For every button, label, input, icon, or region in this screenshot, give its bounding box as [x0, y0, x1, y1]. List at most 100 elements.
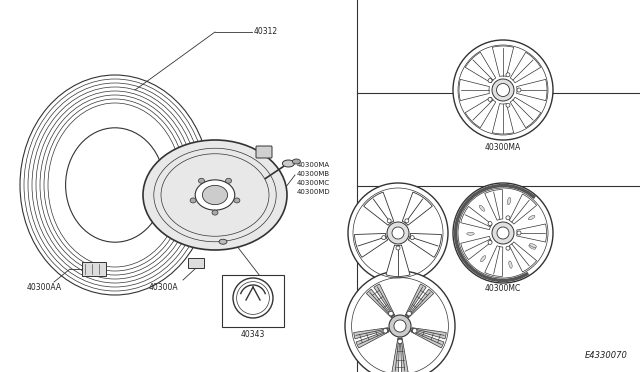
Circle shape: [392, 227, 404, 239]
Polygon shape: [408, 234, 442, 257]
Ellipse shape: [467, 232, 474, 235]
Ellipse shape: [212, 210, 218, 215]
Circle shape: [492, 79, 514, 101]
Circle shape: [345, 271, 455, 372]
Text: 40300MB: 40300MB: [380, 284, 416, 293]
Ellipse shape: [225, 178, 232, 183]
Text: 40300MA: 40300MA: [485, 143, 521, 152]
Polygon shape: [509, 194, 536, 224]
Circle shape: [387, 219, 391, 223]
Circle shape: [517, 231, 521, 235]
Polygon shape: [509, 242, 536, 272]
Circle shape: [453, 183, 553, 283]
Circle shape: [506, 246, 510, 250]
Text: 40300MC: 40300MC: [485, 284, 521, 293]
Ellipse shape: [219, 239, 227, 244]
Ellipse shape: [529, 244, 536, 247]
Ellipse shape: [292, 159, 300, 164]
Circle shape: [388, 311, 393, 316]
Circle shape: [396, 246, 400, 250]
Circle shape: [517, 88, 521, 92]
Circle shape: [381, 235, 386, 240]
Circle shape: [488, 97, 492, 102]
Ellipse shape: [528, 215, 535, 220]
Polygon shape: [412, 328, 446, 339]
Text: 40300MD: 40300MD: [297, 189, 331, 195]
Ellipse shape: [509, 261, 512, 268]
Polygon shape: [516, 224, 547, 242]
Circle shape: [506, 73, 510, 77]
Circle shape: [506, 103, 510, 107]
Circle shape: [348, 183, 448, 283]
Polygon shape: [408, 289, 434, 318]
Polygon shape: [405, 284, 426, 316]
Circle shape: [389, 315, 411, 337]
Ellipse shape: [202, 185, 228, 205]
Polygon shape: [492, 103, 514, 134]
Ellipse shape: [529, 245, 536, 249]
Circle shape: [383, 328, 388, 333]
Polygon shape: [374, 284, 395, 316]
Polygon shape: [465, 52, 496, 83]
Polygon shape: [465, 97, 496, 128]
Circle shape: [492, 222, 514, 244]
Polygon shape: [461, 206, 492, 230]
Bar: [82, 262, 106, 276]
Text: 40300A: 40300A: [148, 283, 178, 292]
Polygon shape: [364, 192, 394, 225]
Ellipse shape: [195, 180, 235, 210]
Polygon shape: [459, 79, 490, 101]
Circle shape: [394, 320, 406, 332]
Bar: [188, 258, 204, 268]
Polygon shape: [366, 289, 392, 318]
Text: 40300AA: 40300AA: [27, 282, 62, 292]
Polygon shape: [403, 192, 432, 225]
Ellipse shape: [190, 198, 196, 203]
Circle shape: [497, 227, 509, 239]
Text: SEC.253
(40700M): SEC.253 (40700M): [196, 141, 230, 155]
Ellipse shape: [65, 128, 164, 242]
Text: 40300MB: 40300MB: [297, 171, 330, 177]
Circle shape: [506, 216, 510, 220]
Circle shape: [387, 222, 409, 244]
Text: 40343: 40343: [241, 330, 265, 339]
Text: 40300MC: 40300MC: [297, 180, 330, 186]
Text: 40310A: 40310A: [180, 203, 210, 212]
Polygon shape: [516, 79, 547, 101]
Ellipse shape: [282, 160, 294, 167]
Ellipse shape: [143, 140, 287, 250]
Circle shape: [488, 78, 492, 83]
Polygon shape: [356, 330, 389, 348]
Text: E4330070: E4330070: [585, 351, 628, 360]
Polygon shape: [401, 338, 408, 372]
Circle shape: [407, 311, 412, 316]
Circle shape: [410, 235, 414, 240]
Ellipse shape: [481, 256, 486, 262]
Polygon shape: [484, 246, 503, 276]
Polygon shape: [510, 97, 541, 128]
FancyBboxPatch shape: [256, 146, 272, 158]
Ellipse shape: [479, 205, 484, 211]
Ellipse shape: [198, 178, 204, 183]
Circle shape: [497, 83, 509, 96]
Ellipse shape: [234, 198, 240, 203]
Polygon shape: [392, 338, 399, 372]
Polygon shape: [492, 46, 514, 76]
Polygon shape: [484, 189, 503, 220]
Polygon shape: [510, 52, 541, 83]
Circle shape: [397, 339, 403, 344]
Polygon shape: [386, 245, 410, 276]
Polygon shape: [461, 236, 492, 260]
Circle shape: [412, 328, 417, 333]
Bar: [222, 275, 284, 327]
Circle shape: [453, 40, 553, 140]
Polygon shape: [411, 330, 444, 348]
Text: 40300MA: 40300MA: [297, 162, 330, 168]
Polygon shape: [355, 234, 388, 257]
Ellipse shape: [508, 198, 511, 205]
Text: 40312: 40312: [254, 28, 278, 36]
Circle shape: [405, 219, 409, 223]
Polygon shape: [354, 328, 388, 339]
Circle shape: [488, 222, 492, 225]
Circle shape: [488, 240, 492, 244]
